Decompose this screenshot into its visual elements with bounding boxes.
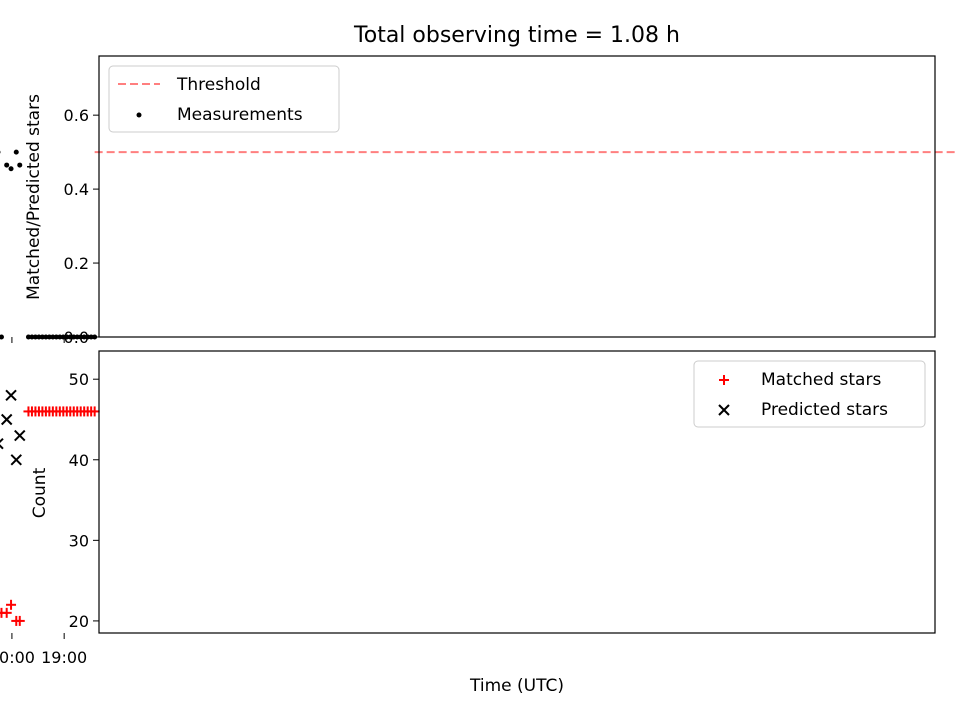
matched-star-point [0,611,3,614]
measurement-point [67,334,73,340]
legend-measurements-label: Measurements [177,105,303,125]
bottom-x-ticks: 19:0020:0021:0022:0023:0000:0001:0002:00 [0,633,87,667]
matched-star-point [23,406,34,417]
measurement-point [46,334,52,340]
x-tick-label: 20:00 [0,648,35,667]
x-tick-label: 19:00 [41,648,87,667]
top-legend-box [108,65,340,133]
top-axes: 0.0 0.2 0.4 0.6 Total observing time = 1.08… [0,23,957,347]
top-y-tick-label: 0.6 [64,106,89,125]
predicted-star-point [14,429,26,442]
bottom-y-ticks: 20 30 40 50 [69,370,99,631]
bottom-y-tick-label: 40 [69,451,89,470]
predicted-stars-points [0,389,26,466]
top-y-tick-label: 0.4 [64,180,89,199]
legend-measurement-swatch [136,112,142,118]
measurement-point [25,334,31,340]
top-plot-frame [98,55,936,338]
bottom-legend-box [693,360,926,428]
measurement-point [57,334,63,340]
measurement-point [81,334,87,340]
measurement-point [0,334,4,340]
matched-stars-points [0,406,100,626]
legend-matched-label: Matched stars [761,370,881,390]
bottom-y-tick-label: 30 [69,531,89,550]
measurement-point [4,162,10,168]
measurement-point [71,334,77,340]
measurement-point [88,334,94,340]
measurement-point [50,334,56,340]
top-chart-title: Total observing time = 1.08 h [353,23,680,48]
measurement-point [29,334,35,340]
measurement-point [85,334,91,340]
legend-threshold-label: Threshold [176,75,261,95]
top-y-tick-label: 0.0 [64,328,89,347]
legend-predicted-label: Predicted stars [761,400,888,420]
measurement-point [78,334,84,340]
measurement-point [53,334,59,340]
bottom-y-tick-label: 20 [69,612,89,631]
bottom-legend: Matched stars Predicted stars [693,360,926,428]
bottom-y-tick-label: 50 [69,370,89,389]
predicted-star-point [0,437,4,450]
matched-star-point [11,615,22,626]
measurement-point [43,334,49,340]
measurement-point [64,334,70,340]
measurement-points [0,149,98,340]
top-y-ticks: 0.0 0.2 0.4 0.6 [64,106,99,347]
top-legend: Threshold Measurements [108,65,340,133]
legend-predicted-swatch [718,404,730,416]
bottom-plot-frame [98,350,936,634]
matched-star-point [6,599,17,610]
bottom-y-axis-label: Count [30,467,50,518]
top-x-ticks [11,337,65,343]
bottom-x-axis-label: Time (UTC) [469,676,564,696]
measurement-point [32,334,38,340]
measurement-point [13,149,19,155]
measurement-point [36,334,42,340]
measurement-point [17,162,23,168]
predicted-star-point [10,454,22,466]
top-y-tick-label: 0.2 [64,254,89,273]
predicted-star-point [5,389,17,402]
top-y-axis-label: Matched/Predicted stars [24,94,44,300]
measurement-point [39,334,45,340]
legend-matched-swatch [719,375,729,385]
measurement-point [8,166,14,172]
predicted-star-point [0,413,13,426]
measurement-point [74,334,80,340]
